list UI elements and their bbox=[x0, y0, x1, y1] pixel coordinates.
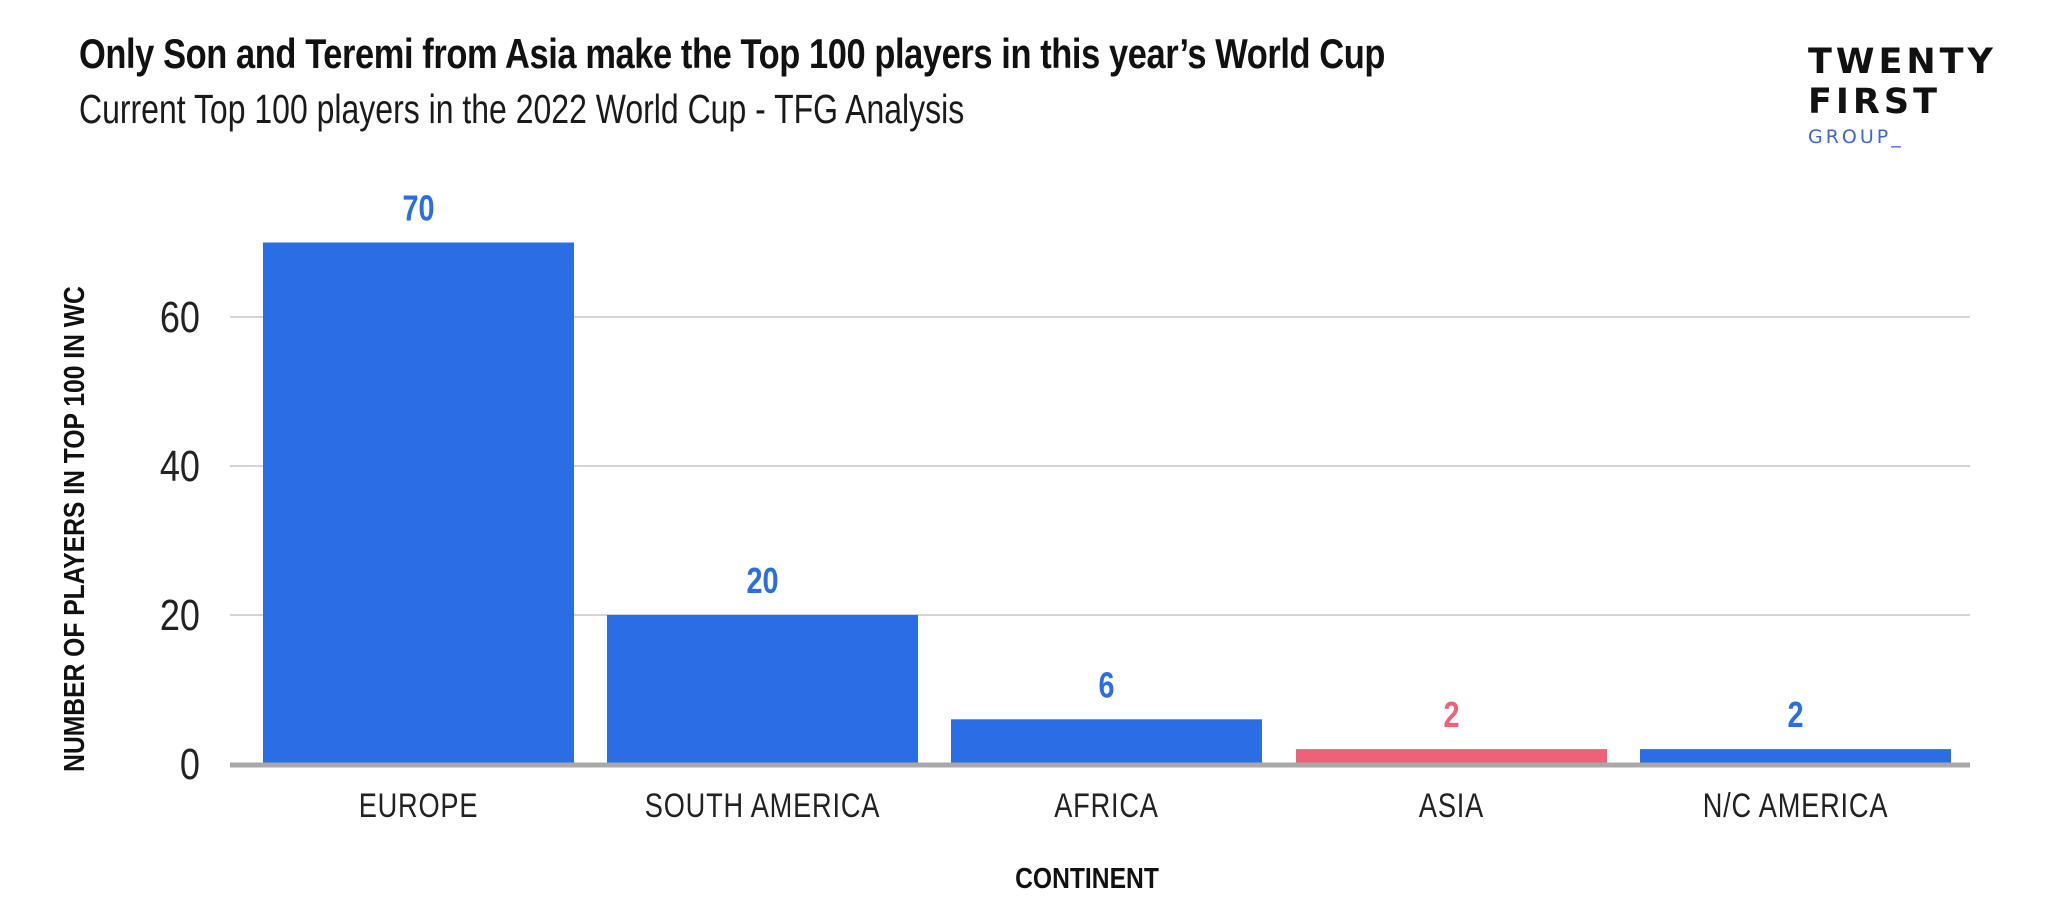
x-tick-label: EUROPE bbox=[359, 786, 479, 825]
bar-asia bbox=[1296, 749, 1607, 764]
y-tick-label: 40 bbox=[160, 442, 200, 491]
y-tick-label: 20 bbox=[160, 591, 200, 640]
value-label: 2 bbox=[1787, 694, 1803, 735]
x-tick-label: SOUTH AMERICA bbox=[645, 786, 880, 825]
value-label: 6 bbox=[1098, 664, 1114, 705]
y-tick-label: 0 bbox=[180, 740, 200, 789]
bar-n-c-america bbox=[1640, 749, 1951, 764]
bar-africa bbox=[951, 719, 1262, 764]
x-tick-label: AFRICA bbox=[1054, 786, 1158, 825]
brand-logo: TWENTY FIRST GROUP_ bbox=[1808, 42, 2008, 162]
bars bbox=[263, 242, 1951, 764]
chart-title: Only Son and Teremi from Asia make the T… bbox=[79, 30, 1386, 77]
y-axis-title: NUMBER OF PLAYERS IN TOP 100 IN WC bbox=[58, 286, 90, 772]
x-axis-title: CONTINENT bbox=[1015, 862, 1159, 894]
logo-line-2: FIRST bbox=[1808, 82, 1941, 122]
value-label: 20 bbox=[746, 560, 778, 601]
value-labels: 70 20 6 2 2 bbox=[402, 187, 1803, 734]
y-tick-label: 60 bbox=[160, 293, 200, 342]
x-tick-label: ASIA bbox=[1419, 786, 1484, 825]
logo-line-3: GROUP_ bbox=[1808, 126, 1904, 148]
chart-subtitle: Current Top 100 players in the 2022 Worl… bbox=[79, 86, 965, 132]
logo-line-1: TWENTY bbox=[1808, 42, 1997, 82]
y-axis-ticks: 0 20 40 60 bbox=[160, 293, 200, 789]
x-axis-categories: EUROPE SOUTH AMERICA AFRICA ASIA N/C AMERICA bbox=[359, 786, 1888, 825]
x-tick-label: N/C AMERICA bbox=[1703, 786, 1888, 825]
value-label: 70 bbox=[402, 187, 434, 228]
bar-europe bbox=[263, 242, 574, 764]
value-label: 2 bbox=[1443, 694, 1459, 735]
bar-south-america bbox=[607, 615, 918, 764]
